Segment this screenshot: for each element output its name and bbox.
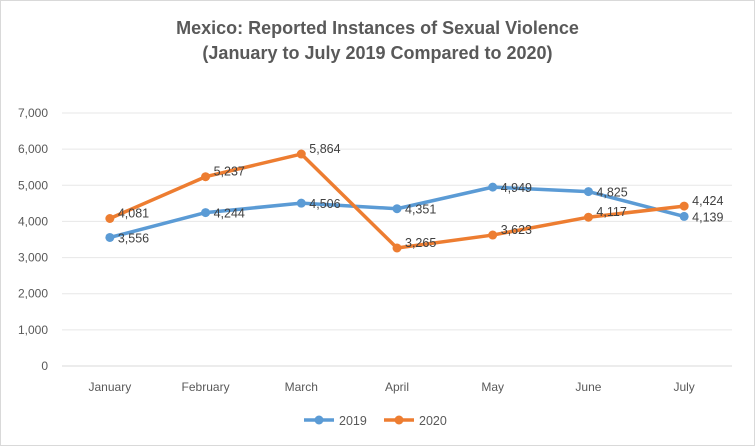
chart-title-block: Mexico: Reported Instances of Sexual Vio…: [0, 16, 755, 66]
y-tick-label: 5,000: [18, 178, 48, 192]
data-label-2019: 4,351: [405, 203, 436, 217]
data-point-2019: [201, 208, 211, 218]
chart-title: Mexico: Reported Instances of Sexual Vio…: [176, 18, 579, 38]
data-point-2020: [679, 201, 689, 211]
legend-marker-2019: [314, 415, 324, 425]
x-tick-label: July: [673, 380, 694, 394]
data-point-2019: [679, 211, 689, 221]
x-tick-label: January: [89, 380, 132, 394]
data-label-2020: 4,117: [596, 205, 626, 219]
data-point-2019: [583, 187, 593, 197]
x-tick-label: February: [182, 380, 230, 394]
y-tick-label: 3,000: [18, 251, 48, 265]
data-point-2020: [201, 172, 211, 182]
data-label-2019: 4,244: [214, 207, 245, 221]
data-label-2019: 4,825: [596, 186, 627, 200]
x-tick-label: April: [385, 380, 409, 394]
legend-label-2019: 2019: [339, 414, 367, 428]
y-tick-label: 2,000: [18, 287, 48, 301]
data-point-2019: [105, 232, 115, 242]
data-label-2020: 5,864: [309, 142, 340, 156]
x-tick-label: May: [481, 380, 504, 394]
y-tick-label: 0: [41, 359, 48, 373]
y-tick-label: 4,000: [18, 214, 48, 228]
y-tick-label: 1,000: [18, 323, 48, 337]
data-point-2020: [488, 230, 498, 240]
data-point-2020: [296, 149, 306, 159]
chart-subtitle: (January to July 2019 Compared to 2020): [202, 43, 553, 63]
legend-label-2020: 2020: [419, 414, 447, 428]
data-label-2020: 3,623: [501, 223, 532, 237]
data-point-2019: [392, 204, 402, 214]
series-line-2020: [108, 152, 686, 250]
data-label-2020: 4,424: [692, 194, 723, 208]
y-tick-label: 6,000: [18, 142, 48, 156]
data-label-2020: 5,237: [214, 165, 245, 179]
data-point-2019: [296, 198, 306, 208]
x-tick-label: June: [575, 380, 601, 394]
data-point-2020: [583, 212, 593, 222]
x-tick-label: March: [285, 380, 318, 394]
legend-marker-2020: [394, 415, 404, 425]
data-label-2019: 3,556: [118, 231, 149, 245]
y-tick-label: 7,000: [18, 106, 48, 120]
data-label-2020: 4,081: [118, 207, 149, 221]
data-point-2020: [392, 243, 402, 253]
data-label-2019: 4,139: [692, 210, 723, 224]
data-label-2020: 3,265: [405, 236, 436, 250]
data-label-2019: 4,949: [501, 181, 532, 195]
data-point-2020: [105, 214, 115, 224]
data-point-2019: [488, 182, 498, 192]
data-label-2019: 4,506: [309, 197, 340, 211]
